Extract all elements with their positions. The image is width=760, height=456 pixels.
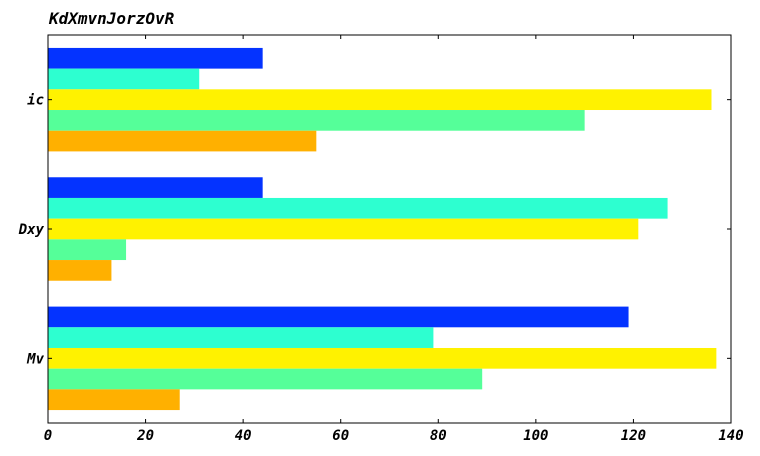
bar-Mv-2	[48, 347, 717, 369]
y-tick-label: Mv	[26, 351, 44, 367]
bar-Dxy-1	[48, 197, 668, 219]
x-tick-label: 20	[136, 428, 154, 444]
bar-ic-4	[48, 130, 317, 152]
axes-layer: ic Dxy Mv 0 20 40 60 80 100 120 140	[18, 35, 744, 444]
x-tick-label: 60	[332, 428, 349, 444]
y-tick-label: ic	[27, 93, 44, 109]
y-tick-label: Dxy	[18, 222, 45, 238]
x-tick-label: 80	[430, 428, 447, 444]
x-tick-label: 100	[523, 428, 548, 444]
bars-layer	[48, 47, 717, 411]
chart-title: KdXmvnJorzOvR	[49, 9, 175, 28]
bar-Mv-3	[48, 368, 483, 390]
bar-Dxy-2	[48, 218, 639, 240]
x-tick-label: 140	[718, 428, 743, 444]
bar-Mv-4	[48, 389, 180, 411]
bar-ic-1	[48, 68, 200, 90]
bar-Mv-1	[48, 327, 434, 348]
bar-Dxy-3	[48, 239, 127, 261]
bar-ic-3	[48, 110, 585, 131]
bar-Dxy-0	[48, 177, 263, 198]
bar-ic-2	[48, 89, 712, 111]
plot-frame	[47, 34, 732, 424]
bar-Mv-0	[48, 306, 629, 328]
x-tick-label: 40	[235, 428, 252, 444]
x-tick-label: 0	[44, 428, 52, 444]
x-tick-label: 120	[621, 428, 646, 444]
bar-ic-0	[48, 47, 263, 69]
bar-Dxy-4	[48, 260, 112, 281]
